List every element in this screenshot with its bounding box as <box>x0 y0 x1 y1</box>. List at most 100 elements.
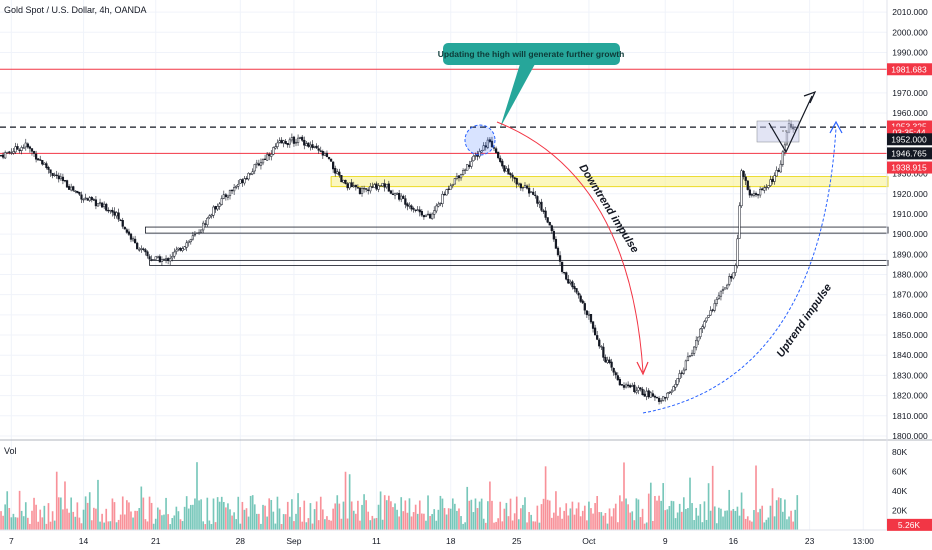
volume-bar <box>317 520 320 530</box>
volume-bar <box>674 518 677 530</box>
volume-bar <box>130 511 132 530</box>
candle-body <box>268 154 271 157</box>
volume-bar <box>625 498 627 530</box>
candle-body <box>92 199 95 201</box>
price-tick-label: 1970.000 <box>892 88 928 98</box>
volume-bar <box>790 510 792 530</box>
candle-body <box>235 185 238 188</box>
volume-bar <box>163 514 165 530</box>
volume-bar <box>522 504 524 530</box>
volume-bar <box>315 501 318 530</box>
volume-bar <box>499 501 502 530</box>
volume-bar <box>340 518 343 530</box>
candle-body <box>173 251 176 257</box>
volume-bar <box>222 502 225 530</box>
volume-bar <box>57 497 60 530</box>
volume-bar <box>150 502 153 530</box>
price-tick-label: 1990.000 <box>892 47 928 57</box>
volume-bar <box>707 483 710 530</box>
volume-tick-label: 40K <box>892 486 907 496</box>
volume-bar <box>786 519 788 530</box>
volume-bar <box>181 521 184 530</box>
candle-body <box>346 183 349 189</box>
candle-body <box>610 361 613 368</box>
candle-body <box>185 242 188 248</box>
volume-bar <box>332 508 334 530</box>
volume-bar <box>2 515 4 530</box>
candle-body <box>160 259 164 262</box>
price-tick-label: 1910.000 <box>892 209 928 219</box>
candle-body <box>715 298 718 304</box>
candle-body <box>546 217 549 223</box>
candle-body <box>647 390 650 398</box>
candle-body <box>325 152 329 158</box>
candle-body <box>187 240 190 243</box>
volume-bar <box>441 498 444 530</box>
candle-body <box>402 195 405 199</box>
volume-bar <box>27 517 29 530</box>
volume-bar <box>571 501 574 530</box>
price-zone <box>330 176 889 188</box>
volume-bar <box>212 498 215 530</box>
volume-axis: 80K 60K 40K 20K 5.26K <box>887 447 932 531</box>
candle-body <box>552 231 555 240</box>
volume-bar <box>183 506 186 530</box>
candle-body <box>497 151 500 159</box>
volume-bar <box>629 512 632 530</box>
volume-bar <box>583 505 586 530</box>
candle-body <box>107 209 110 212</box>
volume-bar <box>6 491 9 530</box>
candle-body <box>534 194 537 197</box>
candle-body <box>358 187 362 194</box>
volume-bar <box>264 505 266 530</box>
time-tick-label: 11 <box>372 536 381 546</box>
volume-bar <box>641 508 644 530</box>
price-tick-label: 1880.000 <box>892 269 928 279</box>
volume-bar <box>771 488 774 530</box>
volume-bar <box>408 498 411 530</box>
volume-bar <box>794 509 797 530</box>
volume-bar <box>295 513 297 530</box>
candle-body <box>299 137 302 139</box>
volume-bar <box>728 489 731 530</box>
volume-bar <box>105 508 108 530</box>
volume-bar <box>633 520 636 530</box>
price-zones <box>145 176 889 266</box>
candle-body <box>649 392 652 398</box>
volume-bar <box>171 518 174 530</box>
volume-bar <box>610 516 613 530</box>
candle-body <box>90 197 93 200</box>
volume-bar <box>64 481 66 530</box>
volume-bar <box>534 521 537 530</box>
candle-body <box>350 182 353 188</box>
volume-bar <box>555 491 557 530</box>
volume-bar <box>16 517 19 530</box>
candle-body <box>220 198 223 205</box>
volume-bar <box>672 501 675 530</box>
candle-body <box>49 169 52 174</box>
volume-bar <box>319 496 322 530</box>
candle-body <box>105 203 108 211</box>
candle-body <box>604 356 607 363</box>
volume-bar <box>311 523 314 530</box>
candle-body <box>602 346 605 358</box>
volume-bar <box>272 511 275 530</box>
candle-body <box>461 170 465 175</box>
volume-bar <box>346 518 349 530</box>
candle-body <box>629 385 632 388</box>
candle-body <box>711 309 714 311</box>
candle-body <box>494 148 498 153</box>
volume-bar <box>773 516 776 530</box>
volume-bar <box>635 498 638 530</box>
volume-bar <box>433 509 436 530</box>
projection-path <box>768 95 813 154</box>
candle-body <box>616 375 619 381</box>
time-tick-label: 13:00 <box>853 536 875 546</box>
volume-bar <box>594 503 596 530</box>
candle-body <box>451 184 454 186</box>
candle-body <box>245 178 248 180</box>
candle-body <box>259 162 263 166</box>
candle-body <box>249 173 252 175</box>
candle-body <box>175 249 178 252</box>
high-marker-circle <box>464 124 496 156</box>
